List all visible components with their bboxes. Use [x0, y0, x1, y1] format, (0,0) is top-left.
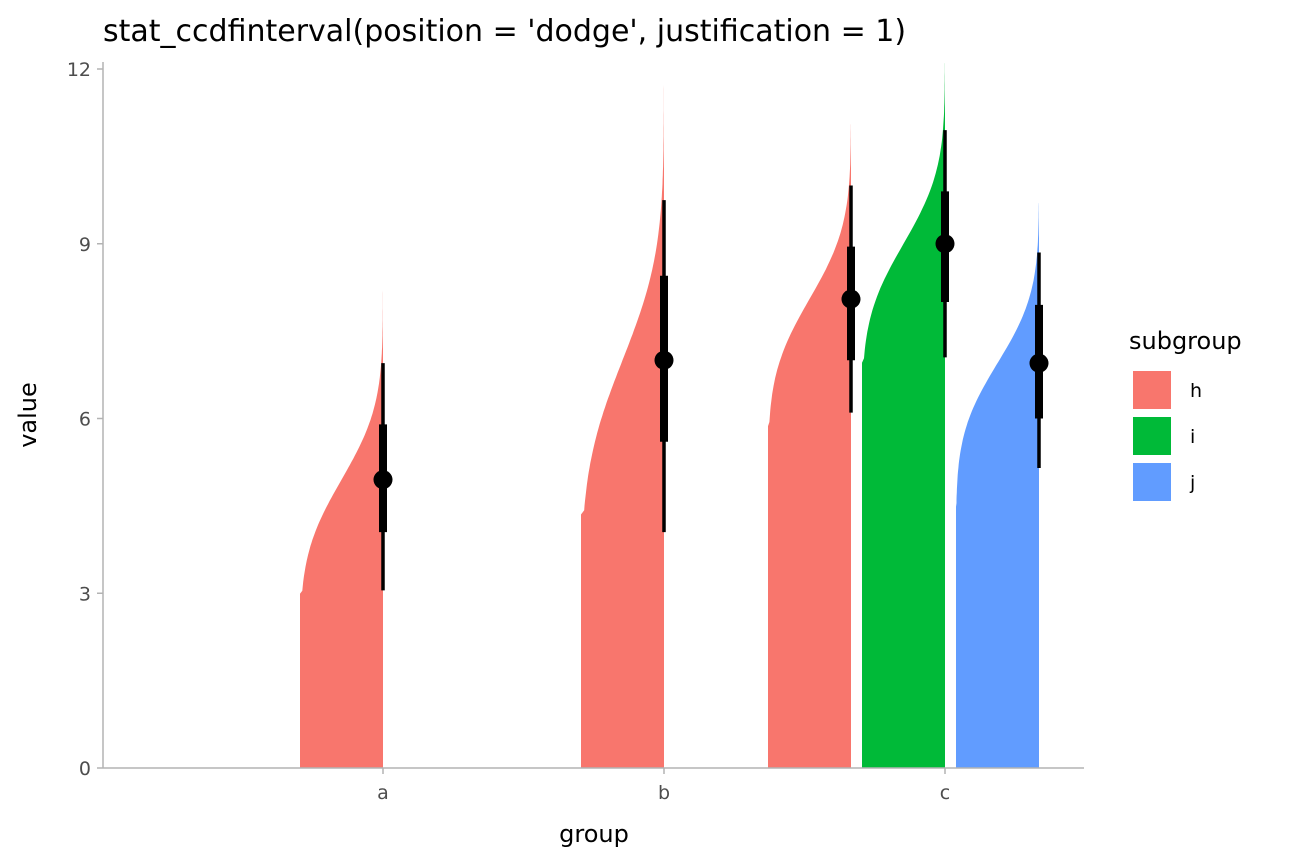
legend-title: subgroup	[1129, 327, 1242, 355]
median-point-c-j	[1029, 353, 1049, 373]
x-tick-label: c	[940, 782, 950, 804]
legend-label-i: i	[1190, 426, 1195, 448]
x-axis-ticks: a b c	[377, 768, 950, 804]
ccdf-slab-a-h	[300, 287, 383, 768]
median-point-c-i	[935, 234, 955, 254]
ccdf-slab-c-j	[956, 202, 1039, 769]
y-tick-label: 6	[79, 409, 91, 431]
legend-key-h	[1133, 371, 1171, 409]
legend: subgroup h i j	[1129, 327, 1242, 501]
ccdf-slab-b-h	[581, 80, 664, 769]
legend-label-h: h	[1190, 380, 1202, 402]
y-tick-label: 9	[79, 234, 91, 256]
y-axis-title: value	[14, 382, 42, 448]
x-tick-label: a	[377, 782, 389, 804]
y-tick-label: 12	[67, 59, 91, 81]
legend-key-i	[1133, 417, 1171, 455]
x-axis-title: group	[559, 820, 629, 848]
median-point-c-h	[841, 289, 861, 309]
median-point-a-h	[373, 470, 393, 490]
plot-panel	[300, 63, 1049, 769]
legend-label-j: j	[1189, 472, 1195, 494]
legend-key-j	[1133, 463, 1171, 501]
ccdf-slab-c-i	[862, 63, 945, 769]
y-axis-ticks: 0 3 6 9 12	[67, 59, 103, 780]
ccdf-slab-c-h	[768, 124, 851, 769]
y-tick-label: 3	[79, 583, 91, 605]
median-point-b-h	[654, 350, 674, 370]
y-tick-label: 0	[79, 758, 91, 780]
x-tick-label: b	[658, 782, 670, 804]
chart-title: stat_ccdfinterval(position = 'dodge', ju…	[103, 14, 906, 49]
